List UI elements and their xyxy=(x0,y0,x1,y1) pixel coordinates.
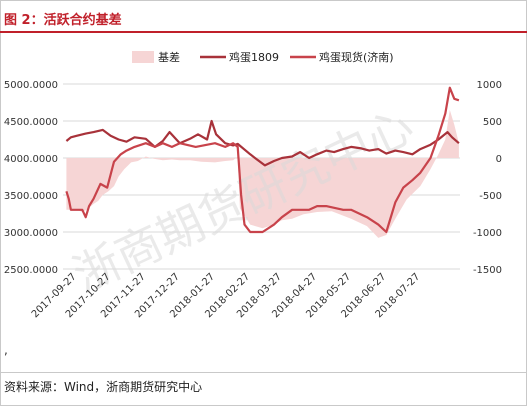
right-tick-label: -500 xyxy=(479,191,502,202)
line-layer xyxy=(65,86,460,234)
right-tick-label: 1000 xyxy=(477,80,502,91)
left-tick-label: 5000.0000 xyxy=(4,80,58,91)
basis-area-layer xyxy=(66,109,459,238)
left-tick-label: 4500.0000 xyxy=(4,117,58,128)
basis-area xyxy=(66,109,459,238)
left-tick-label: 4000.0000 xyxy=(4,154,58,165)
right-tick-label: -1500 xyxy=(473,265,502,276)
right-tick-label: 0 xyxy=(496,154,502,165)
right-tick-label: -1000 xyxy=(473,228,502,239)
legend-label-spot: 鸡蛋现货(济南) xyxy=(319,50,394,64)
legend: 基差 鸡蛋1809 鸡蛋现货(济南) xyxy=(132,50,394,64)
chart: 浙商期货研究中心 2500.00003000.00003500.00004000… xyxy=(4,50,502,320)
legend-label-basis: 基差 xyxy=(158,50,180,64)
footnote-mark: , xyxy=(4,343,8,357)
right-axis-ticks: -1500 -1000 -500 0 500 1000 xyxy=(473,80,502,276)
left-tick-label: 2500.0000 xyxy=(4,265,58,276)
source-rule xyxy=(0,372,527,373)
left-axis-ticks: 2500.0000 3000.0000 3500.0000 4000.0000 4500… xyxy=(4,80,58,276)
source-text: 资料来源：Wind，浙商期货研究中心 xyxy=(4,380,203,394)
right-tick-label: 500 xyxy=(483,117,502,128)
legend-label-futures: 鸡蛋1809 xyxy=(229,50,279,64)
left-tick-label: 3500.0000 xyxy=(4,191,58,202)
left-tick-label: 3000.0000 xyxy=(4,228,58,239)
legend-swatch-basis xyxy=(132,51,154,63)
figure-title: 图 2：活跃合约基差 xyxy=(4,13,122,28)
spot-jinan-line xyxy=(65,86,460,234)
title-rule xyxy=(0,31,527,33)
futures-1809-line xyxy=(65,119,460,167)
